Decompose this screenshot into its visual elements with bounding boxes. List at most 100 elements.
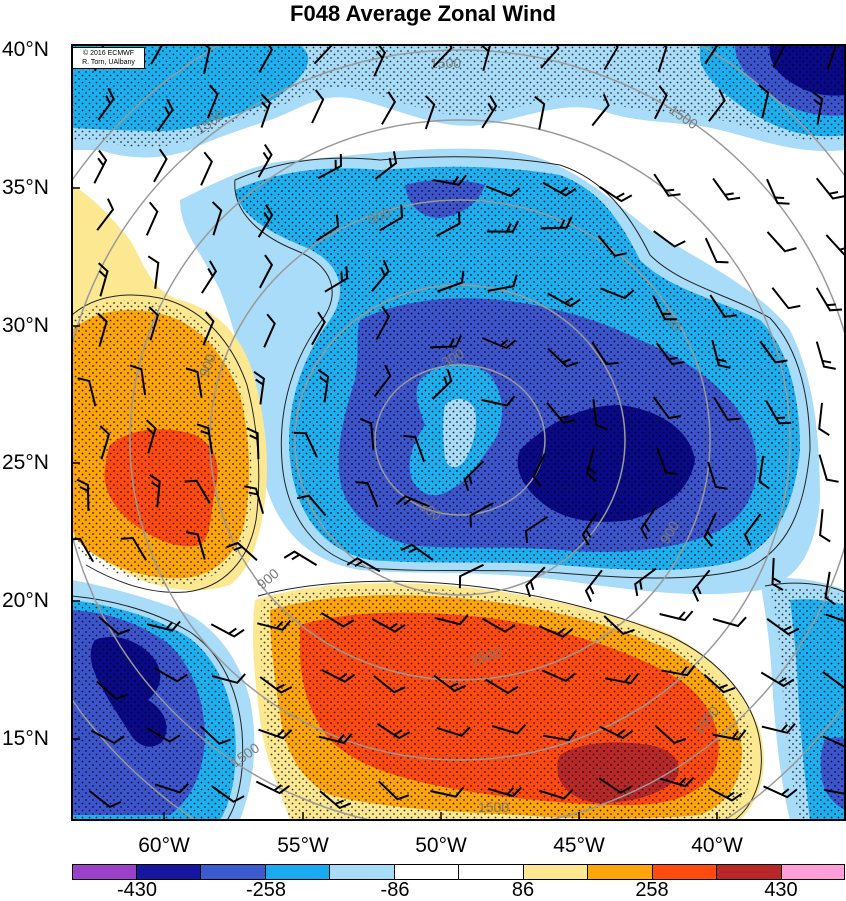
lon-label: 50°W [415, 834, 467, 857]
wind-barb [147, 255, 160, 289]
wind-barb [766, 178, 790, 205]
plot-frame [71, 44, 846, 821]
wind-barb [263, 313, 276, 348]
lat-label: 25°N [2, 451, 49, 474]
wind-barb [599, 725, 634, 740]
wind-barb [603, 45, 619, 71]
legend-tick-label: 430 [764, 879, 798, 901]
legend-swatch [459, 864, 524, 880]
legend-tick-label: -258 [245, 879, 287, 901]
wind-barb [597, 235, 627, 257]
wind-barb [246, 427, 260, 460]
legend-tick-label: -430 [116, 879, 158, 901]
wind-barb [293, 431, 318, 458]
wind-barb [592, 399, 608, 431]
wind-barb [373, 45, 387, 77]
wind-barb [97, 312, 108, 347]
wind-barb [436, 211, 461, 237]
wind-barb [430, 335, 463, 349]
wind-barb [260, 93, 272, 128]
wind-barb [657, 45, 668, 73]
legend-swatch [523, 864, 588, 880]
wind-barb [487, 274, 518, 292]
wind-barb [743, 513, 762, 547]
wind-barb [96, 198, 115, 231]
credit-line: © 2016 ECMWF [82, 50, 135, 57]
wind-barb [199, 725, 232, 745]
legend-tick-label: 86 [511, 879, 535, 901]
wind-barb [703, 513, 717, 548]
wind-barbs [72, 45, 845, 810]
wind-barb [712, 729, 747, 741]
wind-barb [603, 615, 635, 635]
wind-barb [543, 730, 577, 742]
wind-barb [146, 727, 181, 743]
stipple-left [72, 300, 252, 586]
wind-barb [313, 45, 334, 65]
wind-barb [430, 786, 465, 798]
wind-barb [824, 571, 836, 606]
wind-barb [346, 557, 381, 573]
wind-barb [400, 543, 434, 561]
wind-barb [605, 673, 639, 685]
wind-barb [97, 87, 115, 121]
wind-barb [93, 149, 108, 184]
wind-barb [146, 419, 157, 454]
wind-barb [321, 669, 356, 683]
wind-barb [154, 667, 188, 683]
lat-label: 15°N [2, 727, 49, 750]
legend-swatch [72, 864, 137, 880]
wind-barb [379, 205, 404, 232]
wind-barb [259, 676, 293, 694]
wind-barb [211, 673, 246, 684]
lat-label: 20°N [2, 589, 49, 612]
wind-barb [652, 295, 677, 321]
wind-barb [491, 724, 527, 735]
wind-barb [763, 785, 798, 799]
contour-label: 1500 [430, 55, 461, 71]
wind-barb [324, 266, 349, 293]
wind-barb [257, 144, 273, 178]
wind-barb [311, 89, 325, 124]
wind-barb [153, 148, 168, 183]
wind-barb [433, 674, 466, 693]
wind-barb [201, 260, 218, 294]
legend-swatch [781, 864, 845, 880]
wind-barb [129, 364, 147, 396]
wind-barb [244, 485, 265, 514]
wind-barb [255, 780, 290, 795]
wind-barb [315, 214, 340, 242]
lon-label: 55°W [277, 834, 329, 857]
wind-barb [654, 85, 668, 120]
contour-label: 900 [196, 351, 219, 379]
wind-barb [436, 726, 471, 737]
wind-barb [758, 455, 770, 490]
wind-barb [403, 434, 426, 463]
stipple-bottom [260, 587, 754, 820]
lon-label: 45°W [553, 834, 605, 857]
wind-barb [547, 292, 581, 308]
wind-barb [374, 151, 398, 180]
wind-barb [661, 664, 696, 677]
wind-barb [525, 566, 546, 598]
wind-barb [257, 620, 292, 631]
wind-barb [99, 425, 111, 460]
wind-barb [200, 151, 213, 186]
wind-barb [458, 563, 484, 589]
stipple-right-edge [770, 587, 845, 820]
wind-barb [713, 396, 740, 421]
wind-barb [826, 45, 838, 70]
wind-barb [359, 417, 375, 450]
wind-barb [317, 368, 330, 403]
legend-swatch [201, 864, 266, 880]
wind-barb [656, 447, 678, 476]
wind-barb [654, 724, 687, 745]
wind-barb [355, 481, 379, 508]
stipple-top [72, 45, 845, 148]
lat-label: 40°N [2, 38, 49, 61]
wind-barb [815, 287, 843, 312]
legend-swatch [136, 864, 201, 880]
lon-label: 60°W [138, 834, 190, 857]
wind-barb [150, 45, 164, 65]
